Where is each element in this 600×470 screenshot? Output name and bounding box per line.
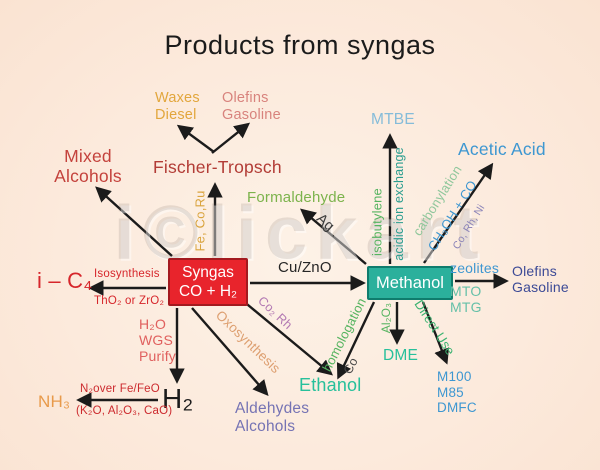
aldehydes-alcohols-label: Aldehydes Alcohols: [235, 400, 310, 435]
mto-mtg-label: MTO MTG: [450, 283, 482, 316]
k2o-al2o3-cao-label: (K₂O, Al₂O₃, CaO): [76, 405, 173, 417]
olefins-gasoline-meoh-label: Olefins Gasoline: [512, 263, 569, 296]
methanol-node: Methanol: [367, 266, 453, 300]
diagram-title: Products from syngas: [164, 30, 436, 60]
waxes-diesel-label: Waxes Diesel: [155, 90, 200, 123]
arrow-methanol-to-m100: [421, 301, 450, 365]
syngas-node: Syngas CO + H₂: [168, 258, 248, 306]
isosynthesis-label: Isosynthesis: [94, 268, 160, 280]
arrow-syngas-to-mixed-alcohols: [95, 186, 173, 257]
acidic-ion-exchange-label: acidic ion exchange: [391, 147, 406, 261]
tho2-or-zro2-label: ThO₂ or ZrO₂: [94, 295, 165, 307]
acetic-acid-label: Acetic Acid: [458, 139, 546, 159]
h2o-wgs-purify-label: H₂O WGS Purify: [139, 316, 176, 365]
olefins-gasoline-ft-label: Olefins Gasoline: [222, 90, 281, 123]
fischer-tropsch-label: Fischer-Tropsch: [153, 157, 282, 177]
cu-zno-label: Cu/ZnO: [278, 259, 332, 276]
dme-label: DME: [383, 347, 419, 364]
al2o3-label: Al₂O₃: [379, 302, 394, 334]
mixed-alcohols-label: Mixed Alcohols: [54, 145, 122, 186]
ethanol-label: Ethanol: [299, 375, 362, 395]
arrow-ft-to-waxes-diesel: [176, 124, 215, 153]
formaldehyde-label: Formaldehyde: [247, 189, 346, 206]
h2-label: H₂: [162, 383, 194, 414]
nh3-label: NH₃: [38, 392, 71, 411]
arrow-syngas-to-ethanol: [241, 299, 334, 376]
arrow-methanol-to-formaldehyde: [300, 208, 367, 265]
n2-over-fe-feo-label: N₂over Fe/FeO: [80, 383, 160, 395]
arrow-syngas-to-aldehydes: [191, 307, 269, 396]
i-c4-label: i – C₄: [37, 268, 93, 293]
arrow-ft-to-olefins-gasoline: [211, 122, 251, 154]
mtbe-label: MTBE: [371, 111, 415, 128]
fe-co-ru-label: Fe, Co,Ru: [192, 190, 208, 252]
m100-m85-dmfc-label: M100 M85 DMFC: [437, 369, 477, 416]
zeolites-label: zeolites: [450, 260, 500, 276]
arrow-methanol-to-acetic-acid: [423, 162, 494, 264]
arrow-methanol-to-ethanol: [336, 301, 376, 380]
isobutylene-label: isobutylene: [369, 188, 385, 256]
